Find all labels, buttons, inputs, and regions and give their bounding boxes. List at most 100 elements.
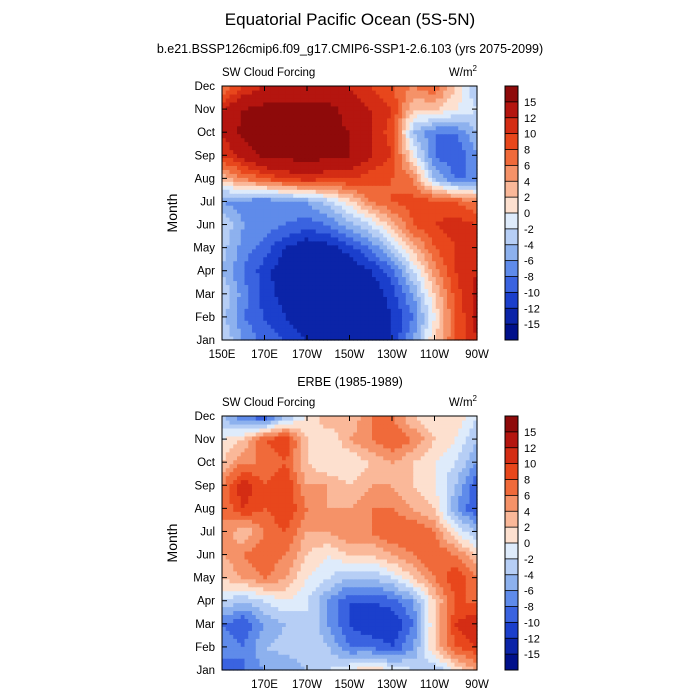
heatmap-cell [248, 312, 253, 317]
heatmap-cell [458, 252, 463, 258]
heatmap-cell [424, 658, 429, 663]
heatmap-cell [383, 252, 388, 258]
heatmap-cell [342, 276, 347, 282]
heatmap-cell [413, 185, 418, 190]
heatmap-cell [405, 284, 411, 290]
heatmap-cell [270, 97, 276, 103]
heatmap-cell [439, 336, 444, 341]
heatmap-cell [297, 654, 302, 659]
heatmap-cell [304, 284, 309, 290]
heatmap-cell [244, 121, 249, 127]
heatmap-cell [297, 129, 302, 135]
heatmap-cell [304, 197, 309, 202]
heatmap-cell [237, 300, 242, 305]
heatmap-cell [248, 209, 253, 214]
heatmap-cell [450, 173, 456, 178]
heatmap-cell [349, 113, 354, 119]
heatmap-cell [387, 173, 392, 178]
heatmap-cell [394, 248, 399, 254]
heatmap-cell [379, 86, 384, 91]
heatmap-cell [473, 220, 478, 226]
heatmap-cell [394, 320, 399, 325]
heatmap-cell [278, 292, 283, 297]
heatmap-cell [297, 133, 302, 139]
heatmap-cell [312, 228, 317, 234]
heatmap-cell [375, 173, 381, 178]
heatmap-cell [297, 193, 302, 198]
heatmap-cell [409, 228, 414, 234]
heatmap-cell [323, 86, 328, 91]
heatmap-cell [338, 189, 343, 194]
heatmap-cell [424, 280, 429, 286]
heatmap-cell [402, 185, 407, 190]
heatmap-cell [473, 650, 478, 655]
heatmap-cell [263, 248, 268, 254]
heatmap-cell [330, 189, 336, 194]
heatmap-cell [417, 252, 422, 258]
heatmap-cell [435, 658, 441, 663]
heatmap-cell [428, 153, 433, 159]
heatmap-cell [327, 197, 332, 202]
heatmap-cell [420, 288, 426, 293]
heatmap-cell [372, 205, 377, 210]
heatmap-cell [244, 125, 249, 131]
heatmap-cell [285, 213, 291, 218]
heatmap-cell [462, 133, 467, 139]
heatmap-cell [244, 161, 249, 166]
heatmap-cell [315, 189, 321, 194]
heatmap-cell [447, 86, 452, 91]
heatmap-cell [255, 189, 261, 194]
heatmap-cell [293, 264, 298, 270]
heatmap-cell [368, 125, 373, 131]
heatmap-cell [334, 252, 339, 258]
heatmap-cell [409, 101, 414, 107]
heatmap-cell [285, 141, 291, 147]
heatmap-cell [420, 316, 426, 321]
colorbar-label: -10 [524, 287, 540, 299]
heatmap-cell [278, 304, 283, 309]
heatmap-cell [432, 236, 437, 242]
heatmap-cell [469, 312, 474, 317]
heatmap-cell [237, 658, 242, 663]
heatmap-cell [383, 157, 388, 163]
heatmap-cell [357, 209, 362, 214]
heatmap-cell [349, 642, 354, 647]
heatmap-cell [285, 205, 291, 210]
heatmap-cell [417, 332, 422, 337]
heatmap-cell [267, 129, 272, 135]
heatmap-cell [390, 173, 396, 178]
heatmap-cell [387, 216, 392, 222]
heatmap-cell [278, 662, 283, 667]
heatmap-cell [267, 105, 272, 111]
heatmap-cell [327, 201, 332, 206]
heatmap-cell [278, 125, 283, 131]
heatmap-cell [368, 288, 373, 293]
heatmap-cell [357, 662, 362, 667]
heatmap-cell [259, 197, 264, 202]
heatmap-cell [353, 197, 358, 202]
heatmap-cell [409, 121, 414, 127]
heatmap-cell [360, 300, 366, 305]
heatmap-cell [432, 201, 437, 206]
heatmap-cell [447, 332, 452, 337]
heatmap-cell [278, 288, 283, 293]
heatmap-cell [428, 256, 433, 262]
heatmap-cell [270, 113, 276, 119]
heatmap-cell [383, 97, 388, 103]
heatmap-cell [345, 308, 351, 313]
heatmap-cell [282, 109, 287, 115]
heatmap-cell [424, 205, 429, 210]
heatmap-cell [435, 240, 441, 246]
heatmap-cell [398, 324, 403, 329]
heatmap-cell [357, 129, 362, 135]
heatmap-cell [450, 296, 456, 301]
heatmap-cell [417, 268, 422, 274]
heatmap-cell [349, 256, 354, 262]
heatmap-cell [417, 89, 422, 95]
heatmap-cell [255, 121, 261, 127]
heatmap-cell [345, 173, 351, 178]
heatmap-cell [405, 638, 411, 643]
heatmap-cell [435, 133, 441, 139]
heatmap-cell [469, 89, 474, 95]
heatmap-cell [237, 129, 242, 135]
